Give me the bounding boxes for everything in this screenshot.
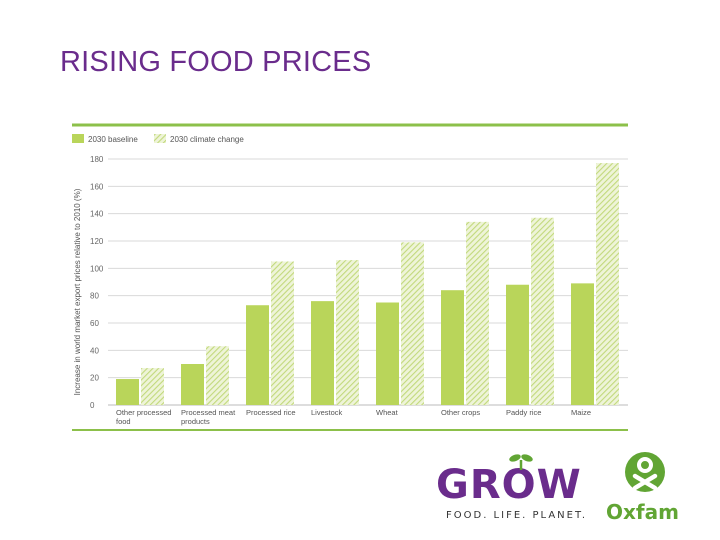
- bar-climate-change: [206, 346, 229, 405]
- y-tick-label: 80: [90, 292, 99, 301]
- oxfam-emblem-icon: [625, 452, 665, 492]
- x-category-label-line: Other crops: [441, 408, 480, 417]
- y-tick-label: 180: [90, 155, 104, 164]
- slide-title: RISING FOOD PRICES: [60, 46, 372, 78]
- bar-baseline: [181, 364, 204, 405]
- bar-baseline: [246, 305, 269, 405]
- bar-chart: 0 20 40 60 80 100 120 140 160 180 Other processed…: [72, 123, 628, 431]
- y-tick-label: 120: [90, 237, 104, 246]
- y-tick-label: 40: [90, 346, 99, 355]
- y-tick-label: 0: [90, 401, 95, 410]
- x-category-label-line: food: [116, 417, 131, 426]
- x-category-label-line: products: [181, 417, 210, 426]
- bar-climate-change: [596, 163, 619, 405]
- sprout-icon: [509, 454, 533, 470]
- bar-climate-change: [531, 217, 554, 405]
- x-category-label-line: Processed rice: [246, 408, 296, 417]
- legend-swatch-climate: [154, 134, 166, 143]
- bar-climate-change: [336, 260, 359, 405]
- bar-baseline: [571, 283, 594, 405]
- legend-swatch-baseline: [72, 134, 84, 143]
- grow-tagline: FOOD. LIFE. PLANET.: [446, 510, 588, 521]
- bar-climate-change: [141, 368, 164, 405]
- x-category-label: Maize: [571, 408, 591, 417]
- bar-climate-change: [271, 261, 294, 405]
- x-category-label: Paddy rice: [506, 408, 541, 417]
- bar-baseline: [311, 301, 334, 405]
- bar-baseline: [376, 302, 399, 405]
- bars: [116, 163, 619, 405]
- x-category-label-line: Paddy rice: [506, 408, 541, 417]
- x-axis-labels: Other processed food Processed meat product…: [116, 408, 591, 426]
- y-axis-ticks: 0 20 40 60 80 100 120 140 160 180: [90, 155, 104, 410]
- y-tick-label: 20: [90, 374, 99, 383]
- y-tick-label: 100: [90, 264, 104, 273]
- grow-logo: GROW FOOD. LIFE. PLANET.: [436, 452, 596, 524]
- x-category-label-line: Maize: [571, 408, 591, 417]
- x-category-label: Other crops: [441, 408, 480, 417]
- bar-baseline: [441, 290, 464, 405]
- bar-baseline: [116, 379, 139, 405]
- bar-baseline: [506, 284, 529, 405]
- legend-label-baseline: 2030 baseline: [88, 135, 138, 144]
- x-category-label: Processed rice: [246, 408, 296, 417]
- x-category-label-line: Other processed: [116, 408, 171, 417]
- x-category-label: Wheat: [376, 408, 399, 417]
- oxfam-logo-word: Oxfam: [606, 500, 679, 524]
- x-category-label: Processed meat products: [181, 408, 236, 426]
- x-category-label: Livestock: [311, 408, 343, 417]
- x-category-label-line: Livestock: [311, 408, 343, 417]
- bar-climate-change: [466, 221, 489, 405]
- bar-climate-change: [401, 242, 424, 405]
- legend-label-climate: 2030 climate change: [170, 135, 244, 144]
- y-axis-label: Increase in world market export prices r…: [73, 188, 82, 395]
- grow-logo-word: GROW: [436, 462, 582, 508]
- y-tick-label: 60: [90, 319, 99, 328]
- y-tick-label: 140: [90, 210, 104, 219]
- x-category-label-line: Processed meat: [181, 408, 236, 417]
- chart-legend: 2030 baseline 2030 climate change: [72, 134, 244, 144]
- x-category-label: Other processed food: [116, 408, 171, 426]
- y-tick-label: 160: [90, 182, 104, 191]
- x-category-label-line: Wheat: [376, 408, 399, 417]
- oxfam-logo: Oxfam: [604, 450, 688, 526]
